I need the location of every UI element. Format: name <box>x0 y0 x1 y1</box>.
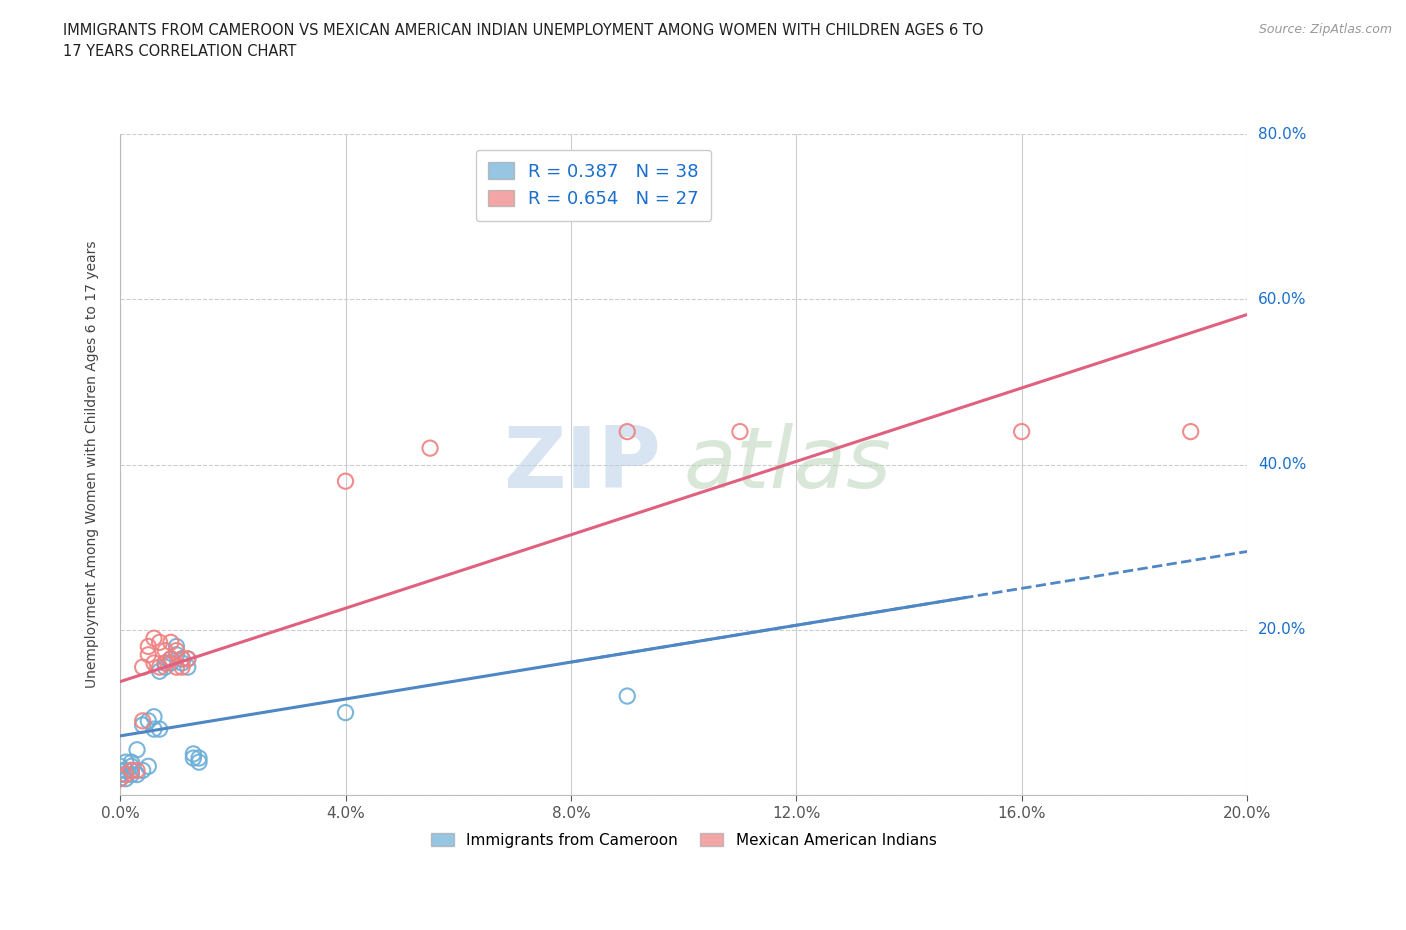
Point <box>108 767 131 782</box>
Point <box>1180 424 1202 439</box>
Point <box>160 656 183 671</box>
Text: IMMIGRANTS FROM CAMEROON VS MEXICAN AMERICAN INDIAN UNEMPLOYMENT AMONG WOMEN WIT: IMMIGRANTS FROM CAMEROON VS MEXICAN AMER… <box>63 23 984 60</box>
Point <box>120 763 142 777</box>
Point <box>155 659 177 674</box>
Point <box>188 755 211 770</box>
Point <box>142 656 165 671</box>
Point <box>1011 424 1033 439</box>
Point <box>120 763 142 777</box>
Point <box>148 664 170 679</box>
Point <box>419 441 441 456</box>
Point <box>136 647 159 662</box>
Point <box>114 767 136 782</box>
Point <box>142 710 165 724</box>
Point <box>148 659 170 674</box>
Text: atlas: atlas <box>683 423 891 506</box>
Point <box>125 767 148 782</box>
Point <box>160 651 183 666</box>
Point <box>166 647 188 662</box>
Point <box>142 722 165 737</box>
Point <box>616 424 638 439</box>
Text: 80.0%: 80.0% <box>1258 126 1306 141</box>
Point <box>136 713 159 728</box>
Point <box>142 631 165 645</box>
Point <box>114 763 136 777</box>
Point <box>131 659 153 674</box>
Point <box>166 639 188 654</box>
Point <box>616 688 638 703</box>
Point <box>120 755 142 770</box>
Point <box>728 424 751 439</box>
Point <box>136 639 159 654</box>
Point <box>166 644 188 658</box>
Point <box>114 771 136 786</box>
Point <box>136 759 159 774</box>
Point <box>108 771 131 786</box>
Point <box>335 705 357 720</box>
Point <box>172 651 194 666</box>
Point <box>177 659 200 674</box>
Point <box>172 656 194 671</box>
Text: Source: ZipAtlas.com: Source: ZipAtlas.com <box>1258 23 1392 36</box>
Point <box>160 635 183 650</box>
Text: 20.0%: 20.0% <box>1258 622 1306 637</box>
Point <box>131 763 153 777</box>
Point <box>108 759 131 774</box>
Point <box>131 718 153 733</box>
Point <box>172 659 194 674</box>
Point <box>155 656 177 671</box>
Point <box>183 751 205 765</box>
Point <box>335 473 357 488</box>
Y-axis label: Unemployment Among Women with Children Ages 6 to 17 years: Unemployment Among Women with Children A… <box>86 241 100 688</box>
Point <box>155 644 177 658</box>
Text: 40.0%: 40.0% <box>1258 458 1306 472</box>
Text: ZIP: ZIP <box>503 423 661 506</box>
Point <box>120 767 142 782</box>
Point <box>177 651 200 666</box>
Point <box>160 651 183 666</box>
Point <box>148 722 170 737</box>
Text: 60.0%: 60.0% <box>1258 292 1306 307</box>
Point <box>125 763 148 777</box>
Point <box>114 755 136 770</box>
Point <box>108 771 131 786</box>
Point <box>177 651 200 666</box>
Point <box>120 759 142 774</box>
Point <box>172 651 194 666</box>
Point <box>108 763 131 777</box>
Point <box>114 767 136 782</box>
Point <box>166 659 188 674</box>
Point <box>131 713 153 728</box>
Point <box>148 635 170 650</box>
Point <box>155 656 177 671</box>
Point <box>183 747 205 762</box>
Point <box>125 742 148 757</box>
Legend: Immigrants from Cameroon, Mexican American Indians: Immigrants from Cameroon, Mexican Americ… <box>425 827 942 854</box>
Point <box>188 751 211 765</box>
